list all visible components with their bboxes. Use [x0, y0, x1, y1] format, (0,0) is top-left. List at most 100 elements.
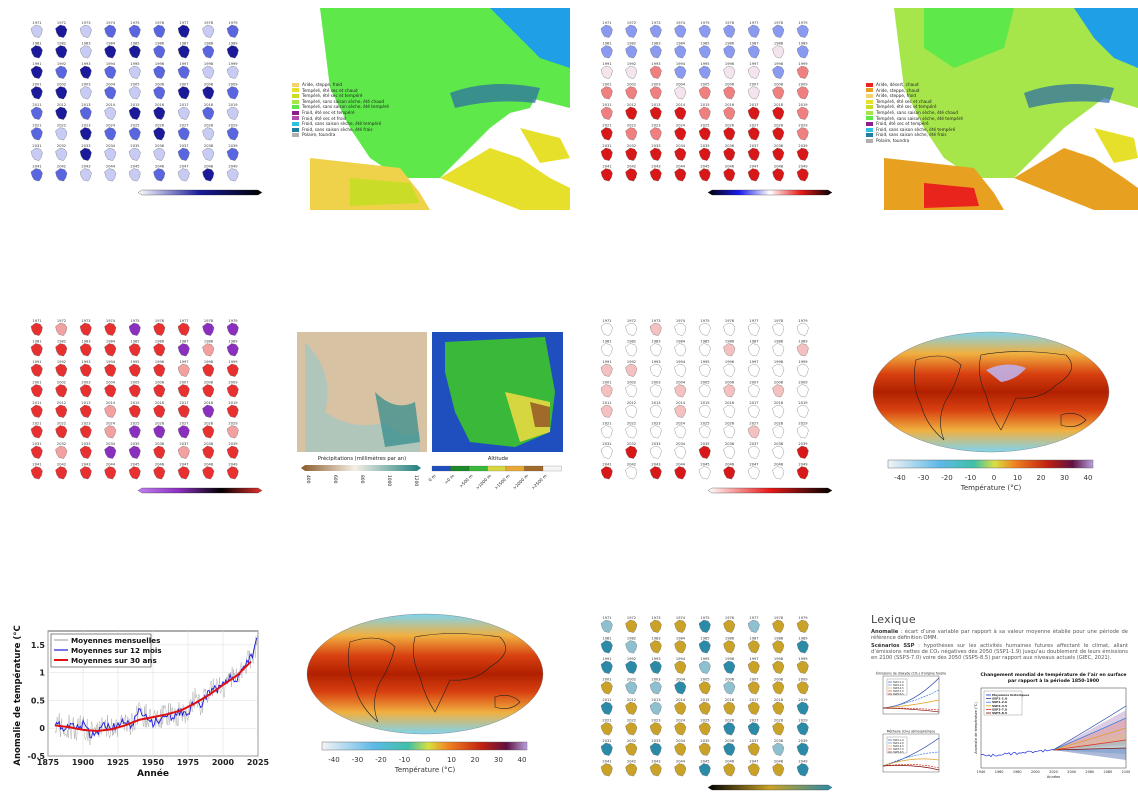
france-mini-map [772, 425, 785, 439]
temperature-anomaly-chart: 1875 1900 1925 1950 1975 2000 2025 -0.5 0 0.5 1 1.5… [10, 625, 272, 790]
france-mini-map [55, 466, 68, 480]
france-mini-map [625, 445, 638, 459]
year-label: 1986 [725, 637, 735, 641]
year-label: 2028 [774, 422, 784, 426]
year-label: 2043 [651, 760, 660, 764]
france-mini-map [674, 65, 687, 79]
grid-colorbar [707, 189, 833, 196]
koppen-map-present: Aride, steppe, froid Tempéré, été sec et … [290, 8, 570, 210]
france-mini-map [723, 466, 736, 480]
france-mini-map [55, 45, 68, 59]
year-label: 2031 [32, 144, 41, 148]
year-label: 1988 [774, 340, 784, 344]
france-mini-map [55, 404, 68, 418]
ssp-x-tick: 2040 [1067, 770, 1076, 774]
year-label: 1995 [700, 657, 709, 661]
france-mini-map [79, 343, 92, 357]
france-mini-map [128, 322, 141, 336]
france-mini-map [796, 363, 809, 377]
ssp-big-legend-label: SSP2-4.5 [992, 704, 1007, 708]
france-mini-map [625, 681, 638, 695]
france-mini-map [747, 65, 760, 79]
france-mini-map [723, 640, 736, 654]
ssp-legend-label: SSP2-4.5 [893, 687, 904, 690]
france-mini-map [796, 45, 809, 59]
france-mini-map [747, 701, 760, 715]
france-mini-map [649, 742, 662, 756]
france-mini-map [674, 701, 687, 715]
year-label: 1994 [676, 62, 686, 66]
france-mini-map [177, 384, 190, 398]
year-label: 2005 [700, 678, 709, 682]
year-label: 2044 [676, 463, 686, 467]
france-mini-map [153, 86, 166, 100]
lexique-ssp: Scénarios SSP : hypothèses sur les activ… [871, 643, 1128, 662]
series-30-year [54, 660, 252, 733]
france-mini-map [796, 322, 809, 336]
year-label: 2013 [651, 698, 660, 702]
year-label: 2025 [700, 719, 709, 723]
ssp-curve [882, 765, 940, 771]
year-label: 2045 [130, 165, 139, 169]
year-label: 1987 [179, 42, 188, 46]
france-mini-map [747, 681, 760, 695]
france-mini-map [153, 65, 166, 79]
legend-label: Tempéré, été sec et tempéré [876, 104, 937, 110]
france-mini-map [600, 640, 613, 654]
year-label: 1977 [179, 319, 188, 323]
france-mini-map [772, 722, 785, 736]
ssp-big-legend-label: SSP5-8.5 [992, 711, 1007, 715]
altitude-tick: >500 m [458, 473, 474, 489]
year-label: 1991 [602, 657, 611, 661]
france-mini-map [104, 404, 117, 418]
year-label: 1982 [627, 42, 636, 46]
precip-tick: 600 [332, 475, 338, 484]
france-mini-map [202, 168, 215, 182]
france-mini-map [698, 45, 711, 59]
france-mini-map [104, 445, 117, 459]
legend-label: Polaire, toundra [876, 137, 910, 143]
france-mini-map [153, 363, 166, 377]
legend-swatch [292, 105, 299, 110]
france-mini-map [698, 86, 711, 100]
year-label: 2017 [749, 103, 758, 107]
year-label: 1999 [228, 62, 238, 66]
year-label: 2008 [204, 381, 214, 385]
year-label: 1975 [700, 616, 709, 620]
year-label: 1978 [774, 616, 784, 620]
year-label: 2027 [179, 124, 188, 128]
ssp-x-tick: 2060 [1085, 770, 1094, 774]
france-mini-map [747, 86, 760, 100]
year-label: 2007 [179, 381, 188, 385]
france-mini-map [600, 660, 613, 674]
year-label: 2015 [130, 103, 139, 107]
year-label: 2006 [725, 678, 735, 682]
year-label: 2033 [651, 739, 660, 743]
france-mini-map [55, 106, 68, 120]
year-label: 2039 [798, 739, 808, 743]
year-label: 1994 [676, 657, 686, 661]
year-label: 2038 [204, 442, 214, 446]
france-mini-map [104, 363, 117, 377]
year-label: 2002 [57, 83, 66, 87]
year-label: 1979 [228, 21, 238, 25]
year-label: 2041 [602, 760, 611, 764]
france-mini-map [772, 322, 785, 336]
year-label: 2024 [106, 124, 116, 128]
france-mini-map [625, 425, 638, 439]
year-label: 1993 [651, 360, 660, 364]
year-label: 1971 [602, 21, 611, 25]
france-mini-map [128, 86, 141, 100]
year-label: 2007 [749, 678, 758, 682]
france-mini-map [674, 763, 687, 777]
year-label: 2049 [798, 760, 808, 764]
year-label: 1997 [749, 360, 758, 364]
france-mini-map [674, 384, 687, 398]
legend-label: Froid, été sec et froid [302, 115, 347, 121]
france-mini-map [698, 127, 711, 141]
ssp-legend-label: SSP3-7.0 [893, 748, 904, 751]
year-label: 2043 [651, 463, 660, 467]
france-mini-map [177, 322, 190, 336]
france-mini-map [698, 425, 711, 439]
colorbar-tick: -30 [352, 756, 363, 764]
